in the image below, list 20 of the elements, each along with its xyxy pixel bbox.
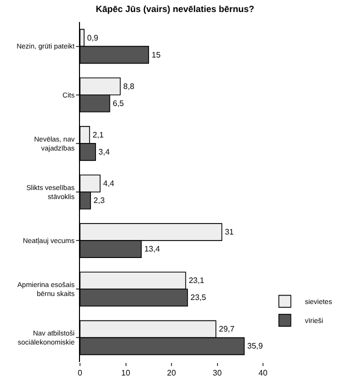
x-tick-label: 40 bbox=[258, 368, 268, 378]
data-label: 8,8 bbox=[123, 82, 135, 91]
data-label: 35,9 bbox=[247, 342, 264, 351]
chart-title: Kāpēc Jūs (vairs) nevēlaties bērnus? bbox=[96, 4, 254, 14]
data-label: 6,5 bbox=[112, 98, 124, 108]
data-label: 23,1 bbox=[188, 276, 205, 286]
data-label: 15 bbox=[152, 50, 162, 60]
data-label: 13,4 bbox=[144, 244, 160, 254]
x-tick-label: 30 bbox=[212, 368, 222, 378]
x-tick-label: 20 bbox=[167, 368, 176, 378]
data-label: 3,4 bbox=[98, 147, 110, 156]
data-label: 23,5 bbox=[190, 293, 207, 302]
data-label: 2,1 bbox=[92, 130, 104, 140]
x-tick-label: 0 bbox=[78, 368, 83, 378]
data-label: 0,9 bbox=[87, 33, 99, 42]
x-tick-label: 10 bbox=[121, 368, 131, 378]
data-label: 29,7 bbox=[218, 324, 235, 334]
data-label: 2,3 bbox=[94, 196, 106, 205]
data-label: 4,4 bbox=[103, 179, 115, 188]
data-label: 31 bbox=[224, 228, 234, 237]
